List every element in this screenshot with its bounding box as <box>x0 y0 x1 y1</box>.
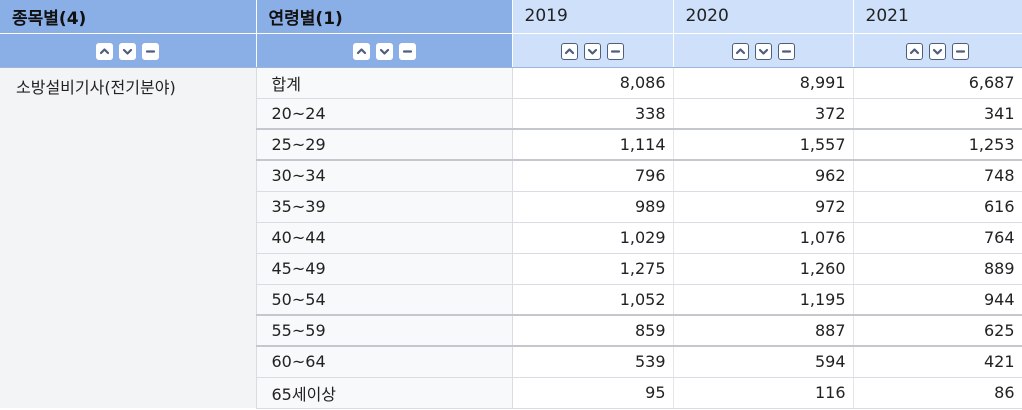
category-sort-controls <box>0 33 257 68</box>
category-cell: 소방설비기사(전기분야) <box>0 67 257 408</box>
year-header[interactable]: 2021 <box>853 0 1022 34</box>
table-row: 65세이상 95 116 86 <box>0 377 1022 409</box>
value-cell: 1,260 <box>673 253 854 285</box>
value-cell: 8,086 <box>512 67 674 99</box>
table-row: 30~34 796 962 748 <box>0 160 1022 192</box>
year-sort-controls <box>673 33 854 68</box>
value-cell: 95 <box>512 377 674 409</box>
age-sort-controls <box>256 33 513 68</box>
value-cell: 539 <box>512 346 674 378</box>
value-cell: 625 <box>853 315 1022 347</box>
value-cell: 1,114 <box>512 129 674 161</box>
age-group-cell: 20~24 <box>256 98 513 130</box>
table-row: 40~44 1,029 1,076 764 <box>0 222 1022 254</box>
value-cell: 748 <box>853 160 1022 192</box>
year-sort-controls <box>512 33 674 68</box>
value-cell: 616 <box>853 191 1022 223</box>
table-body: 소방설비기사(전기분야) 합계 8,086 8,991 6,687 20~24 338 372… <box>0 67 1022 409</box>
sort-ascending-button[interactable] <box>731 42 749 60</box>
value-cell: 594 <box>673 346 854 378</box>
year-header[interactable]: 2020 <box>673 0 854 34</box>
sort-clear-button[interactable] <box>142 42 160 60</box>
value-cell: 1,052 <box>512 284 674 316</box>
table-row: 50~54 1,052 1,195 944 <box>0 284 1022 316</box>
sort-ascending-button[interactable] <box>96 42 114 60</box>
dimension-header-age[interactable]: 연령별(1) <box>256 0 513 34</box>
year-sort-controls <box>853 33 1022 68</box>
value-cell: 86 <box>853 377 1022 409</box>
sort-descending-button[interactable] <box>584 42 601 60</box>
value-cell: 944 <box>853 284 1022 316</box>
sort-descending-button[interactable] <box>929 42 946 60</box>
age-group-cell: 35~39 <box>256 191 513 223</box>
value-cell: 1,076 <box>673 222 854 254</box>
age-group-cell: 60~64 <box>256 346 513 378</box>
value-cell: 887 <box>673 315 854 347</box>
header-row: 종목별(4) 연령별(1) 2019 2020 2021 <box>0 0 1022 34</box>
table-row: 소방설비기사(전기분야) 합계 8,086 8,991 6,687 <box>0 67 1022 408</box>
age-group-cell: 65세이상 <box>256 377 513 409</box>
value-cell: 796 <box>512 160 674 192</box>
sort-descending-button[interactable] <box>119 42 137 60</box>
sort-clear-button[interactable] <box>398 42 416 60</box>
sort-ascending-button[interactable] <box>352 42 370 60</box>
age-group-cell: 50~54 <box>256 284 513 316</box>
table-row: 45~49 1,275 1,260 889 <box>0 253 1022 285</box>
table-row: 20~24 338 372 341 <box>0 98 1022 130</box>
value-cell: 1,557 <box>673 129 854 161</box>
value-cell: 1,275 <box>512 253 674 285</box>
value-cell: 1,029 <box>512 222 674 254</box>
sort-clear-button[interactable] <box>952 42 969 60</box>
sort-clear-button[interactable] <box>777 42 795 60</box>
value-cell: 1,195 <box>673 284 854 316</box>
sort-descending-button[interactable] <box>375 42 393 60</box>
value-cell: 889 <box>853 253 1022 285</box>
age-group-cell: 55~59 <box>256 315 513 347</box>
sort-clear-button[interactable] <box>607 42 624 60</box>
value-cell: 341 <box>853 98 1022 130</box>
value-cell: 6,687 <box>853 67 1022 99</box>
value-cell: 972 <box>673 191 854 223</box>
table-row: 35~39 989 972 616 <box>0 191 1022 223</box>
value-cell: 116 <box>673 377 854 409</box>
year-header[interactable]: 2019 <box>512 0 674 34</box>
sort-controls-row <box>0 33 1022 68</box>
age-group-cell: 합계 <box>256 67 513 99</box>
age-group-cell: 45~49 <box>256 253 513 285</box>
value-cell: 962 <box>673 160 854 192</box>
table-row: 25~29 1,114 1,557 1,253 <box>0 129 1022 161</box>
value-cell: 859 <box>512 315 674 347</box>
age-group-cell: 25~29 <box>256 129 513 161</box>
table-row: 55~59 859 887 625 <box>0 315 1022 347</box>
value-cell: 421 <box>853 346 1022 378</box>
value-cell: 372 <box>673 98 854 130</box>
age-group-cell: 30~34 <box>256 160 513 192</box>
sort-ascending-button[interactable] <box>561 42 578 60</box>
value-cell: 1,253 <box>853 129 1022 161</box>
sort-descending-button[interactable] <box>754 42 772 60</box>
sort-ascending-button[interactable] <box>906 42 923 60</box>
dimension-header-category[interactable]: 종목별(4) <box>0 0 257 34</box>
value-cell: 764 <box>853 222 1022 254</box>
value-cell: 989 <box>512 191 674 223</box>
value-cell: 8,991 <box>673 67 854 99</box>
table-row: 60~64 539 594 421 <box>0 346 1022 378</box>
age-group-cell: 40~44 <box>256 222 513 254</box>
value-cell: 338 <box>512 98 674 130</box>
